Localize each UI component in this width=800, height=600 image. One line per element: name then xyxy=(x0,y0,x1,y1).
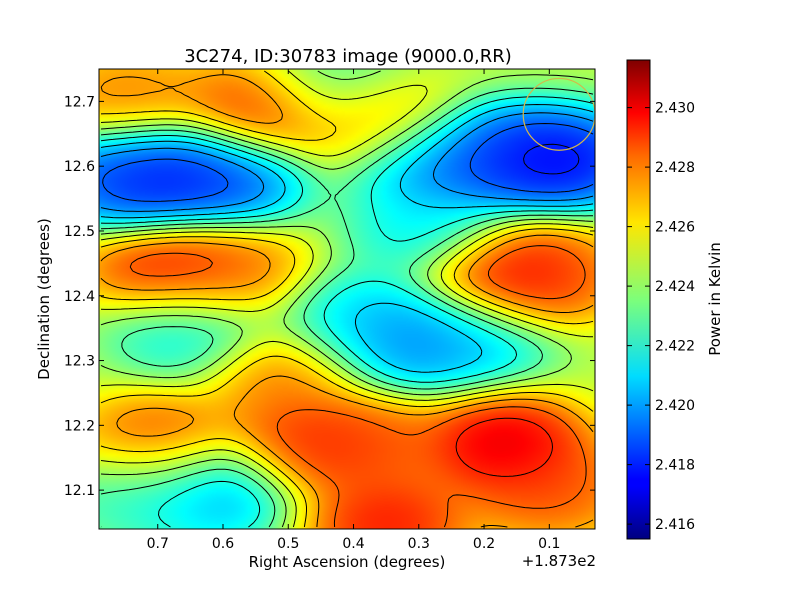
y-tick-label: 12.2 xyxy=(64,418,95,434)
y-tick-label: 12.1 xyxy=(64,483,95,499)
colorbar: 2.416 2.418 2.420 2.422 2.424 2.426 2.428 2.430… xyxy=(626,59,724,540)
colorbar-tick-label: 2.420 xyxy=(655,398,695,414)
x-axis-label: Right Ascension (degrees) xyxy=(249,553,446,571)
contour-line xyxy=(100,70,594,528)
colorbar-tick-label: 2.428 xyxy=(655,160,695,176)
contour-line xyxy=(100,104,594,373)
chart-title: 3C274, ID:30783 image (9000.0,RR) xyxy=(184,46,512,67)
y-tick-label: 12.6 xyxy=(64,159,95,175)
x-tick-label: 0.1 xyxy=(538,536,560,552)
x-tick-label: 0.4 xyxy=(342,536,364,552)
colorbar-tick-label: 2.418 xyxy=(655,458,695,474)
x-tick-label: 0.6 xyxy=(212,536,234,552)
y-axis: 12.1 12.2 12.3 12.4 12.5 12.6 12.7 xyxy=(64,94,595,499)
contour-line xyxy=(100,96,594,528)
colorbar-tick-label: 2.430 xyxy=(655,101,695,117)
x-tick-label: 0.5 xyxy=(277,536,299,552)
contour-line xyxy=(100,112,594,212)
y-tick-label: 12.4 xyxy=(64,289,95,305)
x-tick-label: 0.3 xyxy=(408,536,430,552)
y-tick-label: 12.5 xyxy=(64,224,95,240)
x-tick-label: 0.2 xyxy=(473,536,495,552)
colorbar-ticks: 2.416 2.418 2.420 2.422 2.424 2.426 2.428 2.430 xyxy=(627,101,695,533)
contour-line xyxy=(100,87,594,528)
plot-frame xyxy=(98,68,596,530)
y-tick-label: 12.7 xyxy=(64,94,95,110)
contour-line xyxy=(523,143,580,175)
colorbar-tick-label: 2.426 xyxy=(655,220,695,236)
plot-area xyxy=(98,68,596,530)
y-tick-label: 12.3 xyxy=(64,354,95,370)
x-tick-label: 0.7 xyxy=(147,536,169,552)
beam-circle xyxy=(522,77,595,151)
contour-line xyxy=(102,123,594,202)
colorbar-tick-label: 2.424 xyxy=(655,279,695,295)
contour-line xyxy=(129,245,587,528)
colorbar-tick-label: 2.416 xyxy=(655,517,695,533)
x-axis: 0.7 0.6 0.5 0.4 0.3 0.2 0.1 xyxy=(147,69,560,552)
colorbar-gradient xyxy=(627,60,650,539)
colorbar-frame xyxy=(626,59,651,540)
contour-line xyxy=(455,417,553,477)
colorbar-label: Power in Kelvin xyxy=(706,242,724,356)
contour-line xyxy=(100,74,594,528)
y-axis-label: Declination (degrees) xyxy=(35,218,53,380)
x-offset-label: +1.873e2 xyxy=(522,552,596,570)
contour-lines xyxy=(100,70,594,528)
contour-line xyxy=(100,70,594,528)
colorbar-tick-label: 2.422 xyxy=(655,339,695,355)
